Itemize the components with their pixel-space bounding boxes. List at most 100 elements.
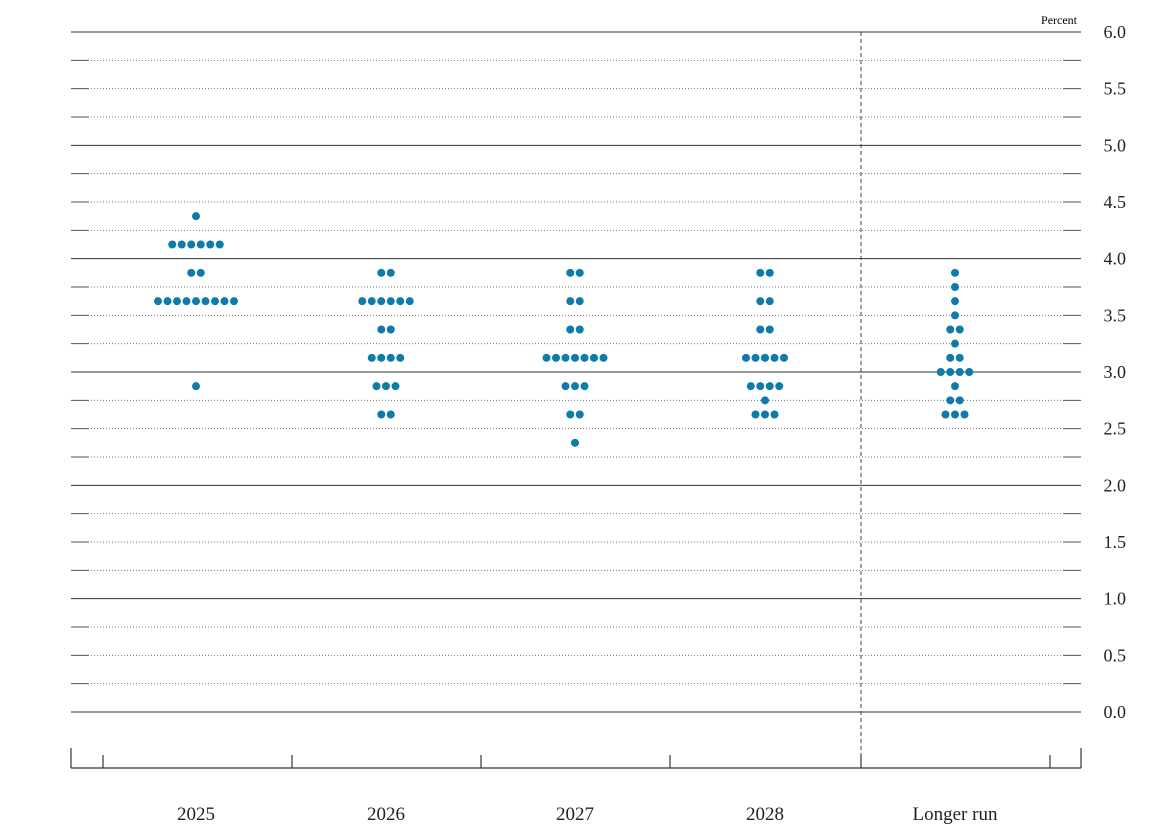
y-tick-label: 4.5: [1104, 192, 1127, 212]
data-dot: [177, 240, 186, 249]
y-tick-label: 2.0: [1104, 475, 1127, 495]
data-dot: [571, 382, 579, 391]
data-dot: [761, 396, 769, 405]
data-dot: [367, 297, 376, 306]
x-tick-label: 2027: [556, 804, 594, 825]
data-dot: [542, 353, 551, 362]
data-dot: [566, 410, 575, 419]
data-dot: [951, 297, 959, 306]
data-dot: [192, 212, 200, 221]
data-dot: [382, 382, 390, 391]
data-dot: [377, 325, 386, 334]
data-dot: [386, 410, 395, 419]
x-tick-label: 2025: [177, 804, 215, 825]
data-dot: [580, 382, 589, 391]
data-dot: [951, 283, 959, 291]
data-dot: [173, 297, 181, 306]
data-dot: [367, 353, 376, 362]
data-dot: [955, 325, 964, 334]
data-dot: [192, 382, 200, 391]
data-dot: [955, 368, 964, 376]
data-dot: [201, 297, 210, 306]
data-dot: [761, 410, 769, 419]
data-dot: [751, 410, 760, 419]
data-dot: [575, 325, 584, 334]
data-dot: [946, 353, 955, 362]
data-dot: [936, 368, 945, 376]
data-dot: [561, 382, 570, 391]
x-tick-label: 2026: [367, 804, 405, 825]
data-dot: [590, 353, 598, 362]
data-dot: [756, 268, 765, 277]
data-dot: [187, 268, 196, 277]
data-dot: [575, 410, 584, 419]
data-dot: [220, 297, 229, 306]
data-dot: [965, 368, 974, 376]
data-dot: [756, 297, 765, 306]
data-dot: [761, 353, 769, 362]
data-dot: [377, 297, 386, 306]
data-dot: [946, 368, 955, 376]
data-dot: [182, 297, 191, 306]
data-dot: [746, 382, 755, 391]
data-dot: [377, 353, 386, 362]
data-dot: [386, 353, 395, 362]
data-dot: [955, 353, 964, 362]
data-dot: [946, 325, 955, 334]
data-dot: [196, 268, 205, 277]
data-dot: [955, 396, 964, 405]
y-tick-label: 6.0: [1104, 22, 1127, 42]
y-tick-label: 1.0: [1104, 589, 1127, 609]
data-dot: [552, 353, 560, 362]
data-dot: [951, 382, 959, 391]
data-dot: [951, 339, 959, 348]
data-dot: [765, 382, 774, 391]
x-tick-label: 2028: [746, 804, 784, 825]
data-dot: [386, 268, 395, 277]
data-dot: [951, 410, 959, 419]
data-dot: [765, 297, 774, 306]
data-dot: [391, 382, 400, 391]
data-dot: [946, 396, 955, 405]
data-dot: [756, 325, 765, 334]
data-dot: [575, 268, 584, 277]
y-tick-label: 2.5: [1104, 419, 1127, 439]
data-dot: [770, 353, 779, 362]
data-dot: [960, 410, 969, 419]
data-dot: [951, 268, 959, 277]
data-dot: [765, 268, 774, 277]
data-dot: [780, 353, 788, 362]
data-dot: [580, 353, 589, 362]
y-tick-label: 4.0: [1104, 249, 1127, 269]
data-dot: [396, 353, 405, 362]
data-dot: [742, 353, 750, 362]
data-dot: [168, 240, 177, 249]
data-dot: [575, 297, 584, 306]
y-tick-label: 0.0: [1104, 702, 1127, 722]
data-dot: [386, 297, 395, 306]
data-dot: [377, 410, 386, 419]
data-dot: [599, 353, 608, 362]
data-dot: [396, 297, 405, 306]
y-tick-label: 1.5: [1104, 532, 1127, 552]
data-dot: [215, 240, 224, 249]
unit-label: Percent: [1041, 13, 1078, 27]
data-dot: [163, 297, 172, 306]
data-dot: [775, 382, 784, 391]
data-dot: [405, 297, 414, 306]
data-dot: [756, 382, 765, 391]
data-dot: [770, 410, 779, 419]
data-dot: [377, 268, 386, 277]
y-tick-label: 0.5: [1104, 645, 1127, 665]
data-dot: [751, 353, 760, 362]
data-dot: [211, 297, 219, 306]
data-dot: [941, 410, 950, 419]
data-dot: [571, 438, 579, 447]
data-dot: [566, 325, 575, 334]
data-dot: [566, 297, 575, 306]
data-dot: [154, 297, 162, 306]
y-tick-label: 3.0: [1104, 362, 1127, 382]
y-tick-label: 3.5: [1104, 305, 1127, 325]
